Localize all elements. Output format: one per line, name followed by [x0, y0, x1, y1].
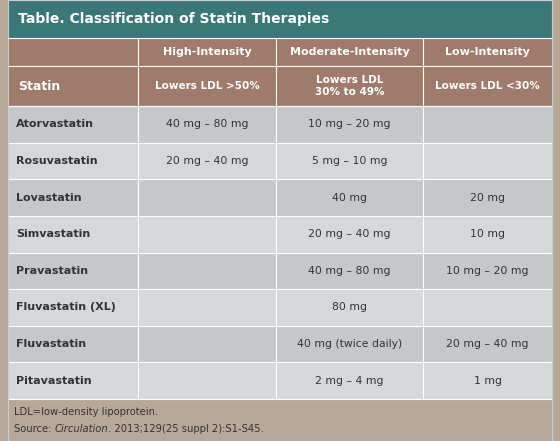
- Text: Atorvastatin: Atorvastatin: [16, 120, 94, 129]
- Bar: [276, 38, 423, 66]
- Text: Lovastatin: Lovastatin: [16, 193, 82, 202]
- Text: Moderate-Intensity: Moderate-Intensity: [290, 47, 409, 57]
- Bar: [8, 253, 552, 289]
- Bar: [8, 363, 552, 399]
- Bar: [423, 66, 552, 106]
- Bar: [8, 106, 552, 142]
- Bar: [138, 38, 276, 66]
- Text: 40 mg (twice daily): 40 mg (twice daily): [297, 339, 402, 349]
- Bar: [8, 326, 552, 363]
- Text: Table. Classification of Statin Therapies: Table. Classification of Statin Therapie…: [18, 12, 329, 26]
- Text: Lowers LDL
30% to 49%: Lowers LDL 30% to 49%: [315, 75, 384, 97]
- Text: 20 mg – 40 mg: 20 mg – 40 mg: [308, 229, 391, 239]
- Text: LDL=low-density lipoprotein.: LDL=low-density lipoprotein.: [14, 407, 158, 417]
- Bar: [8, 38, 138, 66]
- Text: 2 mg – 4 mg: 2 mg – 4 mg: [315, 376, 384, 386]
- Text: Pravastatin: Pravastatin: [16, 266, 88, 276]
- Text: Lowers LDL >50%: Lowers LDL >50%: [155, 81, 259, 91]
- Bar: [8, 216, 552, 253]
- Text: 5 mg – 10 mg: 5 mg – 10 mg: [312, 156, 388, 166]
- Bar: [8, 66, 138, 106]
- Text: Lowers LDL <30%: Lowers LDL <30%: [435, 81, 540, 91]
- Bar: [276, 66, 423, 106]
- Text: Low-Intensity: Low-Intensity: [445, 47, 530, 57]
- Text: 40 mg – 80 mg: 40 mg – 80 mg: [166, 120, 248, 129]
- Text: 20 mg – 40 mg: 20 mg – 40 mg: [446, 339, 529, 349]
- Bar: [8, 399, 552, 441]
- Text: Fluvastatin (XL): Fluvastatin (XL): [16, 303, 116, 312]
- Text: 80 mg: 80 mg: [332, 303, 367, 312]
- Bar: [8, 142, 552, 179]
- Text: Rosuvastatin: Rosuvastatin: [16, 156, 97, 166]
- Text: 10 mg – 20 mg: 10 mg – 20 mg: [446, 266, 529, 276]
- Text: 20 mg: 20 mg: [470, 193, 505, 202]
- Text: High-Intensity: High-Intensity: [162, 47, 251, 57]
- Text: Source:: Source:: [14, 424, 54, 434]
- Bar: [8, 179, 552, 216]
- Bar: [8, 289, 552, 326]
- Text: Circulation: Circulation: [54, 424, 108, 434]
- Text: 1 mg: 1 mg: [474, 376, 502, 386]
- Text: Statin: Statin: [18, 79, 60, 93]
- Text: 40 mg: 40 mg: [332, 193, 367, 202]
- Text: Simvastatin: Simvastatin: [16, 229, 90, 239]
- Bar: [138, 66, 276, 106]
- Text: Fluvastatin: Fluvastatin: [16, 339, 86, 349]
- Text: . 2013;129(25 suppl 2):S1-S45.: . 2013;129(25 suppl 2):S1-S45.: [108, 424, 264, 434]
- Text: Pitavastatin: Pitavastatin: [16, 376, 92, 386]
- Bar: [8, 0, 552, 38]
- Bar: [423, 38, 552, 66]
- Text: 10 mg: 10 mg: [470, 229, 505, 239]
- Text: 10 mg – 20 mg: 10 mg – 20 mg: [308, 120, 391, 129]
- Text: 40 mg – 80 mg: 40 mg – 80 mg: [308, 266, 391, 276]
- Text: 20 mg – 40 mg: 20 mg – 40 mg: [166, 156, 248, 166]
